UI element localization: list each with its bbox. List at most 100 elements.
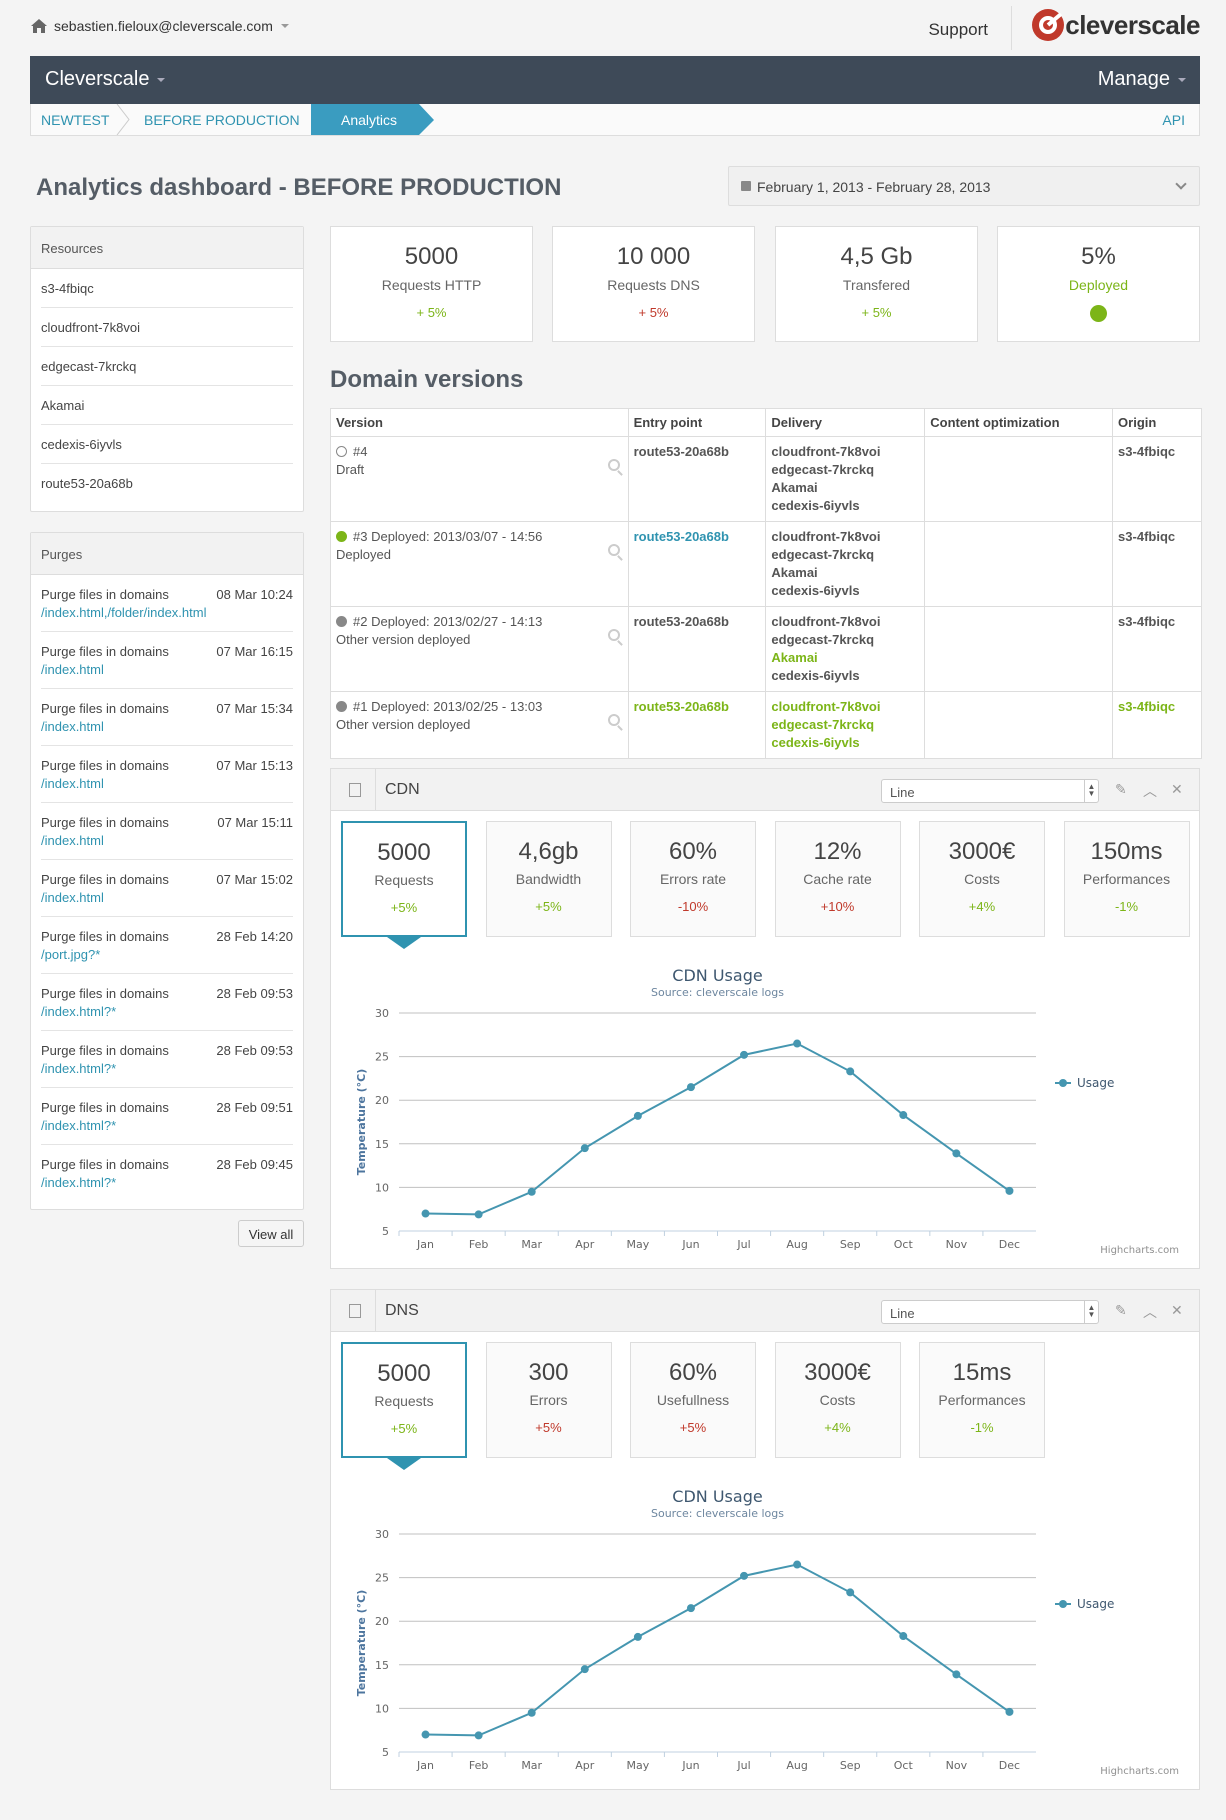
- breadcrumb-newtest[interactable]: NEWTEST: [41, 112, 110, 128]
- purge-files-link[interactable]: /index.html?*: [41, 1004, 117, 1019]
- search-icon[interactable]: [607, 714, 620, 726]
- chart-legend[interactable]: Usage: [1055, 1597, 1114, 1611]
- view-all-button[interactable]: View all: [238, 1220, 304, 1247]
- manage-menu[interactable]: Manage: [1098, 68, 1186, 91]
- kpi-card[interactable]: 12% Cache rate +10%: [774, 821, 901, 937]
- data-point[interactable]: [633, 1632, 642, 1641]
- search-icon[interactable]: [607, 459, 620, 471]
- kpi-card[interactable]: 5000 Requests +5%: [341, 821, 467, 949]
- data-point[interactable]: [793, 1560, 802, 1569]
- data-point[interactable]: [686, 1083, 695, 1092]
- collapse-icon[interactable]: ︿: [1143, 1304, 1157, 1320]
- purge-item[interactable]: Purge files in domains 28 Feb 09:53/index…: [41, 974, 293, 1031]
- close-icon[interactable]: ✕: [1171, 781, 1183, 797]
- chart-credits[interactable]: Highcharts.com: [1100, 1766, 1179, 1777]
- resource-item[interactable]: s3-4fbiqc: [41, 269, 293, 308]
- resource-item[interactable]: Akamai: [41, 386, 293, 425]
- dns-chart-type-select[interactable]: Line ▲ ▼: [881, 1300, 1099, 1324]
- y-tick-label: 5: [382, 1746, 389, 1759]
- resource-item[interactable]: route53-20a68b: [41, 476, 133, 491]
- purge-files-link[interactable]: /index.html?*: [41, 1175, 117, 1190]
- wrench-icon[interactable]: ✎: [1115, 1302, 1127, 1318]
- data-point[interactable]: [580, 1665, 589, 1674]
- data-point[interactable]: [846, 1067, 855, 1076]
- wrench-icon[interactable]: ✎: [1115, 781, 1127, 797]
- search-icon[interactable]: [607, 629, 620, 641]
- collapse-icon[interactable]: ︿: [1143, 783, 1157, 799]
- cdn-chart-type-select[interactable]: Line ▲ ▼: [881, 779, 1099, 803]
- purge-files-link[interactable]: /index.html,/folder/index.html: [41, 605, 207, 620]
- purge-item[interactable]: Purge files in domains 28 Feb 14:20/port.…: [41, 917, 293, 974]
- chart-credits[interactable]: Highcharts.com: [1100, 1245, 1179, 1256]
- data-point[interactable]: [474, 1210, 483, 1219]
- brand-menu[interactable]: Cleverscale: [45, 68, 166, 91]
- data-point[interactable]: [421, 1209, 430, 1218]
- purge-files-link[interactable]: /index.html: [41, 890, 104, 905]
- data-point[interactable]: [1005, 1186, 1014, 1195]
- kpi-card[interactable]: 300 Errors +5%: [485, 1342, 612, 1458]
- data-point[interactable]: [899, 1632, 908, 1641]
- purge-files-link[interactable]: /port.jpg?*: [41, 947, 101, 962]
- data-point[interactable]: [421, 1730, 430, 1739]
- resource-item[interactable]: edgecast-7krckq: [41, 347, 293, 386]
- resource-item[interactable]: cedexis-6iyvls: [41, 425, 293, 464]
- y-tick-label: 25: [375, 1572, 389, 1585]
- kpi-card[interactable]: 3000€ Costs +4%: [919, 821, 1045, 937]
- purge-item[interactable]: Purge files in domains 08 Mar 10:24/index…: [41, 575, 293, 632]
- purge-item[interactable]: Purge files in domains 07 Mar 15:11/index…: [41, 803, 293, 860]
- purge-text: Purge files in domains: [41, 815, 169, 830]
- purge-date: 28 Feb 09:45: [216, 1157, 293, 1172]
- kpi-card[interactable]: 60% Usefullness +5%: [630, 1342, 756, 1458]
- table-row[interactable]: #1 Deployed: 2013/02/25 - 13:03 Other ver…: [330, 691, 1202, 759]
- kpi-card[interactable]: 5000 Requests +5%: [341, 1342, 467, 1470]
- table-row[interactable]: #4 Draft route53-20a68b cloudfront-7k8voi ed…: [330, 436, 1202, 522]
- purge-item[interactable]: Purge files in domains 28 Feb 09:53/index…: [41, 1031, 293, 1088]
- purge-files-link[interactable]: /index.html: [41, 776, 104, 791]
- data-point[interactable]: [793, 1039, 802, 1048]
- user-menu[interactable]: sebastien.fieloux@cleverscale.com: [30, 18, 289, 34]
- purge-item[interactable]: Purge files in domains 28 Feb 09:45/index…: [41, 1145, 293, 1202]
- chart-legend[interactable]: Usage: [1055, 1076, 1114, 1090]
- data-point[interactable]: [474, 1731, 483, 1740]
- data-point[interactable]: [527, 1708, 536, 1717]
- close-icon[interactable]: ✕: [1171, 1302, 1183, 1318]
- kpi-card[interactable]: 60% Errors rate -10%: [630, 821, 756, 937]
- date-range-picker[interactable]: February 1, 2013 - February 28, 2013: [728, 166, 1200, 206]
- cleverscale-logo[interactable]: cleverscale: [1031, 8, 1200, 42]
- purge-item[interactable]: Purge files in domains 07 Mar 15:02/index…: [41, 860, 293, 917]
- kpi-card[interactable]: 15ms Performances -1%: [919, 1342, 1045, 1458]
- version-status: Other version deployed: [336, 632, 471, 647]
- data-point[interactable]: [740, 1050, 749, 1059]
- purge-files-link[interactable]: /index.html: [41, 833, 104, 848]
- purge-item[interactable]: Purge files in domains 07 Mar 15:13/index…: [41, 746, 293, 803]
- search-icon[interactable]: [607, 544, 620, 556]
- kpi-card[interactable]: 4,6gb Bandwidth +5%: [485, 821, 612, 937]
- column-header: Content optimization: [924, 408, 1114, 437]
- support-link[interactable]: Support: [928, 20, 988, 39]
- purge-item[interactable]: Purge files in domains 07 Mar 15:34/index…: [41, 689, 293, 746]
- purge-item[interactable]: Purge files in domains 28 Feb 09:51/index…: [41, 1088, 293, 1145]
- kpi-card[interactable]: 3000€ Costs +4%: [774, 1342, 901, 1458]
- api-link[interactable]: API: [1162, 112, 1185, 128]
- data-point[interactable]: [527, 1187, 536, 1196]
- data-point[interactable]: [899, 1111, 908, 1120]
- breadcrumb-before-production[interactable]: BEFORE PRODUCTION: [144, 112, 300, 128]
- data-point[interactable]: [686, 1604, 695, 1613]
- data-point[interactable]: [952, 1670, 961, 1679]
- table-row[interactable]: #3 Deployed: 2013/03/07 - 14:56 Deployed r…: [330, 521, 1202, 607]
- purge-files-link[interactable]: /index.html?*: [41, 1061, 117, 1076]
- data-point[interactable]: [633, 1111, 642, 1120]
- data-point[interactable]: [740, 1571, 749, 1580]
- data-point[interactable]: [952, 1149, 961, 1158]
- data-point[interactable]: [1005, 1707, 1014, 1716]
- data-point[interactable]: [580, 1144, 589, 1153]
- purge-files-link[interactable]: /index.html: [41, 719, 104, 734]
- kpi-card[interactable]: 150ms Performances -1%: [1063, 821, 1190, 937]
- purge-item[interactable]: Purge files in domains 07 Mar 16:15/index…: [41, 632, 293, 689]
- purge-files-link[interactable]: /index.html?*: [41, 1118, 117, 1133]
- purge-files-link[interactable]: /index.html: [41, 662, 104, 677]
- table-row[interactable]: #2 Deployed: 2013/02/27 - 14:13 Other ver…: [330, 606, 1202, 692]
- kpi-label: Usefullness: [656, 1392, 730, 1408]
- data-point[interactable]: [846, 1588, 855, 1597]
- resource-item[interactable]: cloudfront-7k8voi: [41, 308, 293, 347]
